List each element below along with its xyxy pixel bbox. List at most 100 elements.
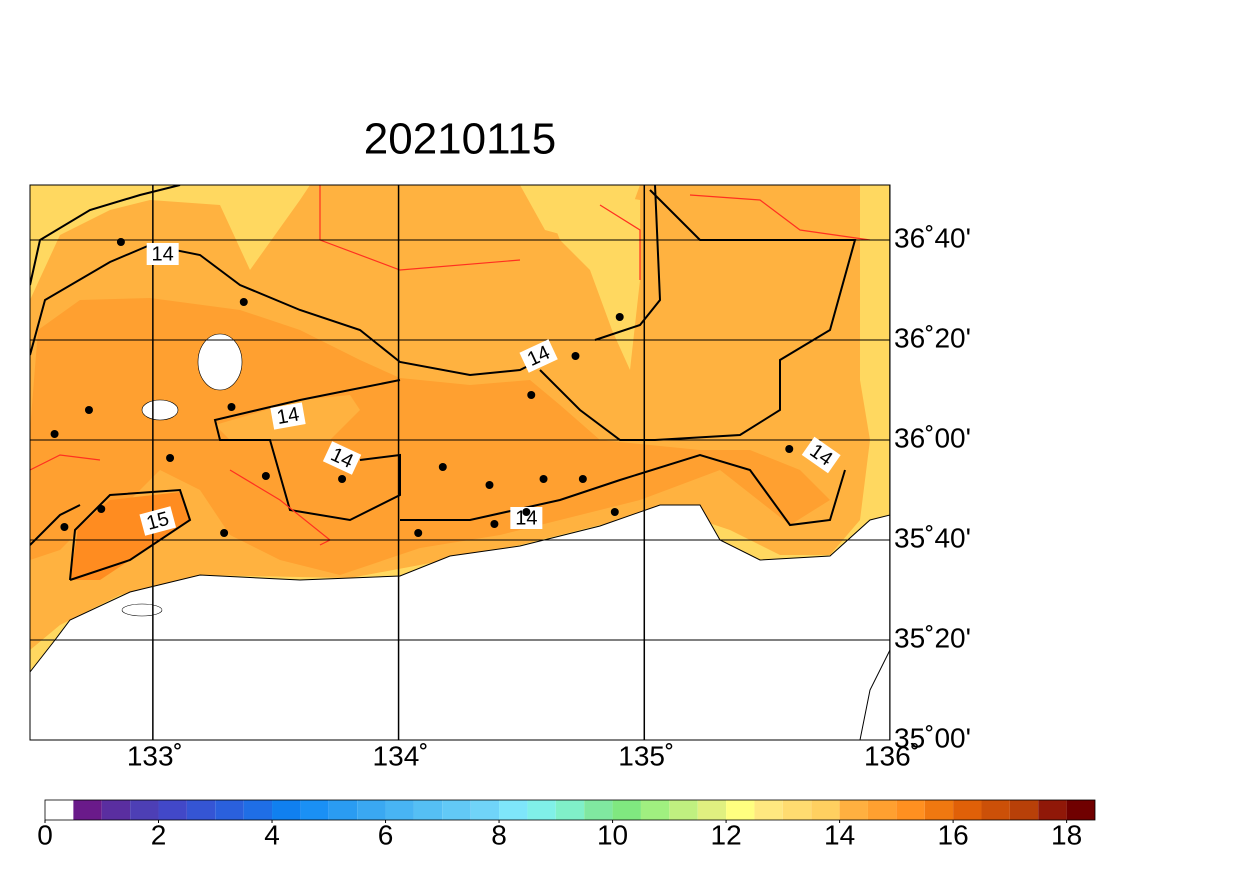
colorbar-swatch [158, 800, 187, 820]
colorbar-swatch [272, 800, 301, 820]
contour-label: 14 [146, 243, 179, 265]
contour-label-text: 14 [515, 507, 537, 529]
contour-line [30, 185, 662, 546]
colorbar-swatch [669, 800, 698, 820]
colorbar-swatch [697, 800, 727, 820]
colorbar-swatch [839, 800, 868, 820]
station [261, 472, 270, 480]
station [615, 313, 624, 321]
colorbar-swatch [442, 800, 471, 820]
contour-line-minor [30, 185, 871, 546]
contour-label: 14 [510, 507, 543, 529]
station [610, 508, 619, 516]
colorbar-swatch [101, 800, 131, 820]
colorbar-swatch [130, 800, 159, 820]
colorbar-swatch [555, 800, 585, 820]
colorbar-swatch [215, 800, 244, 820]
colorbar-label: 14 [824, 819, 855, 850]
station [485, 481, 494, 489]
station [527, 391, 536, 399]
colorbar-swatch [867, 800, 897, 820]
station [522, 508, 531, 516]
contour-label-box [801, 436, 841, 474]
station [785, 445, 794, 453]
colorbar-swatch [584, 800, 613, 820]
colorbar-label: 10 [597, 819, 628, 850]
station [239, 298, 248, 306]
contour-label-box [270, 402, 306, 430]
contour-label-text: 14 [275, 404, 301, 430]
station [438, 463, 447, 471]
colorbar-swatch [186, 800, 216, 820]
y-tick-label: 35˚00' [894, 722, 971, 753]
colorbar-swatch [499, 800, 528, 820]
colorbar-label: 12 [711, 819, 742, 850]
station [84, 406, 93, 414]
island [141, 399, 179, 421]
colorbar-swatch [357, 800, 386, 820]
contour-label-box [146, 243, 179, 265]
colorbar-label: 18 [1051, 819, 1082, 850]
colorbar-frame [44, 799, 1096, 821]
contour-label: 15 [139, 506, 177, 536]
title: 20210115 [364, 115, 557, 164]
station [220, 529, 229, 537]
colorbar-swatch [726, 800, 755, 820]
x-tick-label: 136˚ [864, 740, 920, 771]
field-13 [540, 190, 640, 370]
station [414, 529, 423, 537]
colorbar-swatch [811, 800, 840, 820]
colorbar-swatch [782, 800, 812, 820]
y-tick-label: 36˚40' [894, 222, 971, 253]
station [116, 238, 125, 246]
x-tick-label: 133˚ [127, 740, 183, 771]
colorbar-swatch [73, 800, 102, 820]
contour-label-text: 14 [152, 243, 174, 265]
colorbar-swatch [612, 800, 641, 820]
contour-line [69, 488, 192, 581]
graticule [30, 185, 890, 740]
colorbar-swatch [413, 800, 443, 820]
land [30, 504, 890, 740]
station [60, 523, 69, 531]
colorbar-label: 4 [264, 819, 280, 850]
station [97, 505, 106, 513]
contour-label: 14 [270, 402, 306, 430]
station [50, 430, 59, 438]
colorbar-swatch [470, 800, 500, 820]
y-tick-label: 35˚20' [894, 622, 971, 653]
station [571, 352, 580, 360]
station [338, 475, 347, 483]
colorbar-swatch [953, 800, 982, 820]
sst-field [30, 185, 890, 740]
island [121, 603, 163, 617]
contour-label-box [510, 507, 543, 529]
y-tick-label: 36˚00' [894, 422, 971, 453]
colorbar-swatch [1009, 800, 1039, 820]
contour-label-box [322, 441, 362, 475]
colorbar-swatch [640, 800, 670, 820]
colorbar-label: 8 [491, 819, 507, 850]
x-tick-label: 134˚ [373, 740, 429, 771]
colorbar-swatch [924, 800, 954, 820]
colorbar-label: 6 [378, 819, 394, 850]
colorbar-swatch [896, 800, 925, 820]
contour-label-box [139, 506, 177, 536]
coast [859, 649, 890, 740]
colorbar-label: 2 [151, 819, 167, 850]
colorbar-label: 0 [37, 819, 53, 850]
station [539, 475, 548, 483]
station [166, 454, 175, 462]
colorbar-swatch [754, 800, 783, 820]
station [578, 475, 587, 483]
colorbar-label: 16 [938, 819, 969, 850]
colorbar-swatch [45, 800, 74, 820]
plot-frame [29, 184, 891, 741]
y-tick-label: 35˚40' [894, 522, 971, 553]
colorbar-swatch [1038, 800, 1067, 820]
colorbar-swatch [527, 800, 556, 820]
station [227, 403, 236, 411]
island [197, 333, 243, 391]
contour-line [400, 453, 846, 527]
